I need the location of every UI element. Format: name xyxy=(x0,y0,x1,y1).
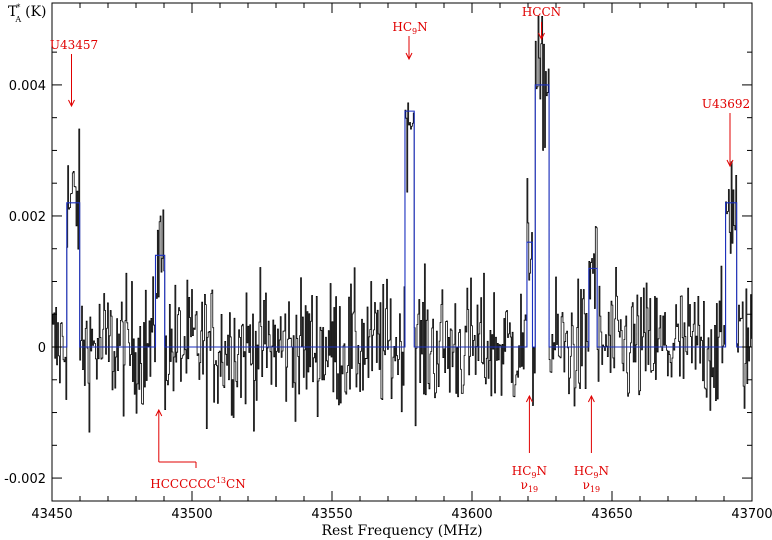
hc9n-label: HC9N xyxy=(392,20,427,36)
x-tick-label: 43600 xyxy=(451,507,492,522)
annotations-layer: U43457HCCCCCC13CNHC9NHCCNHC9Nν19HC9Nν19U… xyxy=(50,5,750,494)
x-tick-label: 43650 xyxy=(591,507,632,522)
y-axis-title-main: T xyxy=(8,4,18,20)
y-axis-title-sup: * xyxy=(16,3,20,12)
hc9n-v19-b-label: HC9N xyxy=(574,464,609,480)
plot-frame xyxy=(51,2,753,502)
y-tick-label: 0.002 xyxy=(9,210,46,225)
hccn-arrowhead xyxy=(538,32,545,41)
x-tick-label: 43550 xyxy=(311,507,352,522)
u43692-label: U43692 xyxy=(702,97,750,111)
y-axis-title-sub: A xyxy=(14,15,21,24)
y-tick-label: -0.002 xyxy=(4,472,46,487)
u43692-arrowhead xyxy=(726,159,734,168)
model-fit-line xyxy=(52,84,753,348)
axes-layer: 43450 43500 43550 43600 43650 43700 -0.002 0 0.0… xyxy=(4,2,772,522)
observed-spectrum-line xyxy=(52,15,753,433)
hc9n-v19-a-label-line2: ν19 xyxy=(521,478,538,494)
y-axis-title-unit: (K) xyxy=(25,4,46,20)
hc9n-v19-b-label-line2: ν19 xyxy=(583,478,600,494)
x-tick-label: 43450 xyxy=(31,507,72,522)
y-tick-label: 0.004 xyxy=(9,79,46,94)
y-axis-title: T* A (K) xyxy=(8,3,47,24)
hc9n-v19-a-label: HC9N xyxy=(512,464,547,480)
observed-spectrum-layer xyxy=(52,15,753,433)
hc9n-arrowhead xyxy=(405,52,413,61)
hccccccc13cn-arrowhead xyxy=(155,408,163,417)
u43457-arrowhead xyxy=(68,99,75,108)
hc9n-v19-b-arrowhead xyxy=(587,394,595,403)
y-tick-label: 0 xyxy=(38,341,46,356)
x-tick-label: 43700 xyxy=(731,507,772,522)
hc9n-v19-a-arrowhead xyxy=(525,394,533,403)
hccccccc13cn-label: HCCCCCC13CN xyxy=(150,476,245,491)
x-axis-title: Rest Frequency (MHz) xyxy=(321,523,482,539)
u43457-label: U43457 xyxy=(50,38,98,52)
hccn-label: HCCN xyxy=(522,5,561,19)
model-fit-layer xyxy=(52,84,753,348)
x-tick-label: 43500 xyxy=(171,507,212,522)
